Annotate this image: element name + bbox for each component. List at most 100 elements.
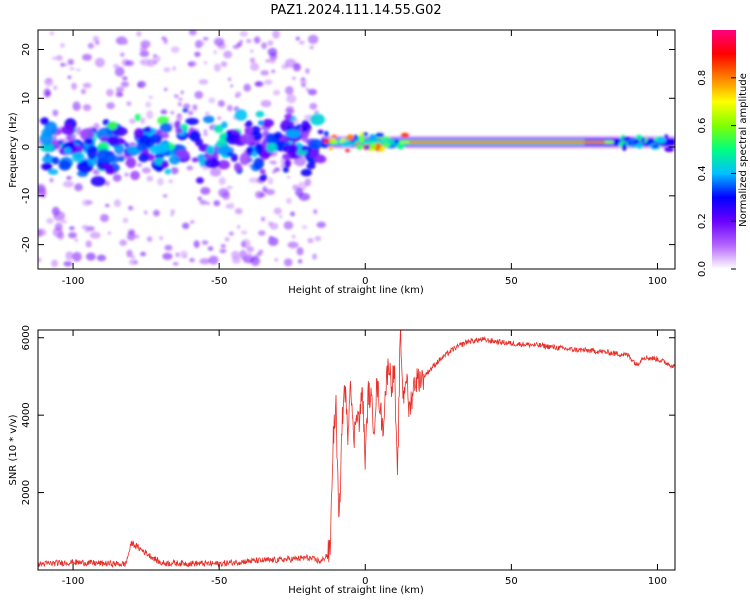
spectrogram-blob	[227, 77, 232, 81]
spectrogram-blob	[243, 83, 251, 92]
spectrogram-blob	[177, 97, 183, 101]
spectrogram-blob	[226, 104, 233, 112]
spectrogram-blob	[94, 57, 105, 68]
spectrogram-blob	[89, 231, 101, 239]
spectrogram-blob	[239, 152, 250, 166]
colorbar-tick-label: 0.0	[697, 261, 708, 277]
spectrogram-blob	[170, 149, 175, 156]
spectrogram-blob	[104, 180, 110, 186]
spectrogram-blob	[129, 118, 137, 124]
spectrogram-blob	[250, 126, 261, 133]
spectrogram-blob	[295, 187, 304, 197]
spectrogram-blob	[84, 137, 94, 145]
spectrogram-blob	[146, 175, 154, 182]
spectrogram-blob	[126, 157, 137, 169]
spectrogram-blob	[60, 62, 68, 67]
spectrogram-blob	[134, 113, 141, 122]
spectrogram-blob	[113, 199, 122, 207]
spectrogram-blob	[321, 144, 328, 149]
spectrogram-blob	[74, 238, 78, 242]
spectrogram-blob	[67, 58, 74, 66]
x-tick-label: 0	[362, 276, 368, 287]
spectrogram-blob	[207, 246, 214, 251]
spectrogram-blob	[255, 190, 264, 199]
snr-y-axis: 2000 4000 6000	[21, 325, 675, 505]
spectrogram-blob	[51, 156, 60, 165]
spectrogram-blob	[266, 141, 278, 153]
spectrogram-blob	[161, 160, 169, 169]
spectrogram-blob	[139, 50, 150, 58]
spectrogram-blob	[314, 235, 322, 242]
spectrogram-blob	[234, 109, 248, 121]
spectrogram-blob	[53, 85, 58, 91]
spectrogram-blob	[118, 139, 126, 145]
spectrogram-blob	[107, 121, 118, 131]
spectrogram-blob	[107, 135, 119, 145]
spectrogram-blob	[76, 68, 81, 72]
spectrogram-blob	[285, 85, 294, 96]
spectrogram-blob	[284, 58, 297, 68]
spectrogram-blob	[312, 253, 317, 260]
spectrogram-blob	[176, 114, 183, 122]
spectrogram-blob	[240, 230, 248, 235]
spectrogram-blob	[197, 196, 202, 201]
spectrogram-blob	[187, 62, 195, 67]
spectrogram-blob	[374, 143, 382, 149]
spectrogram-blob	[176, 149, 190, 160]
spectrogram-blob	[175, 127, 183, 134]
colorbar-gradient	[712, 30, 736, 269]
spectrogram-blob	[51, 259, 59, 268]
spectrogram-blob	[265, 188, 276, 196]
spectrogram-blob	[213, 37, 225, 47]
spectrogram-blob	[54, 222, 63, 232]
spectrogram-blob	[90, 176, 106, 187]
spectrogram-blob	[75, 126, 82, 135]
spectrogram-blob	[49, 177, 54, 183]
spectrogram-blob	[274, 131, 283, 139]
spectrogram-blob	[140, 40, 151, 49]
spectrogram-blob	[138, 153, 149, 163]
spectrogram-blob	[286, 94, 297, 104]
spectrogram-blob	[47, 168, 59, 175]
spectrogram-blob	[182, 108, 189, 113]
spectrogram-blob	[130, 170, 140, 181]
spectrogram-blob	[235, 91, 242, 98]
spectrogram-blob	[283, 258, 293, 267]
spectrogram-frame	[37, 29, 676, 270]
spectrogram-blob	[149, 133, 163, 144]
spectrogram-blob	[65, 251, 74, 261]
spectrogram-blob	[105, 203, 110, 208]
spectrogram-blob	[157, 177, 164, 186]
spectrogram-blob	[264, 79, 273, 85]
spectrogram-blob	[220, 134, 226, 140]
spectrogram-blob	[201, 240, 209, 245]
spectrogram-blob	[67, 75, 72, 79]
spectrogram-blob	[217, 116, 222, 120]
spectrogram-blob	[50, 32, 54, 35]
spectrogram-blob	[60, 219, 68, 224]
spectrogram-blob	[85, 240, 92, 248]
spectrogram-blob	[80, 88, 87, 95]
spectrogram-blob	[239, 249, 247, 260]
spectrogram-blob	[316, 221, 326, 228]
spectrogram-blob	[272, 170, 276, 174]
spectrogram-blob	[307, 88, 317, 96]
spectrogram-blob	[282, 144, 299, 154]
spectrogram-blob	[63, 260, 73, 267]
spectrogram-blob	[139, 59, 146, 65]
spectrogram-blob	[198, 79, 209, 85]
spectrogram-blob	[168, 179, 173, 184]
spectrogram-blob	[250, 49, 254, 53]
spectrogram-blob	[199, 199, 207, 205]
spectrogram-blob	[194, 51, 201, 57]
spectrogram-blob	[304, 178, 312, 187]
spectrogram-blob	[268, 57, 276, 64]
colorbar-ticks: 0.0 0.2 0.4 0.6 0.8	[697, 70, 736, 277]
spectrogram-blob	[297, 259, 303, 264]
spectrogram-blob	[162, 252, 173, 260]
x-tick-label: 100	[648, 576, 667, 587]
spectrogram-blob	[204, 153, 214, 160]
spectrogram-blob	[254, 81, 265, 87]
